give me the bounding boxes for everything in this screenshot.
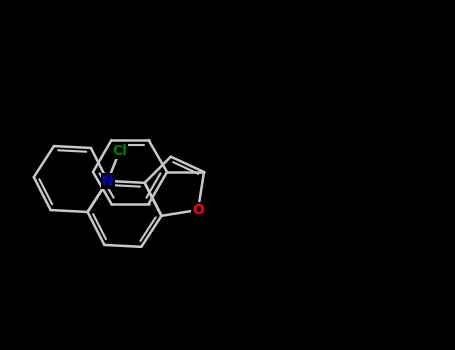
Text: O: O	[192, 203, 204, 217]
Text: N: N	[102, 174, 113, 188]
Text: Cl: Cl	[112, 144, 127, 158]
